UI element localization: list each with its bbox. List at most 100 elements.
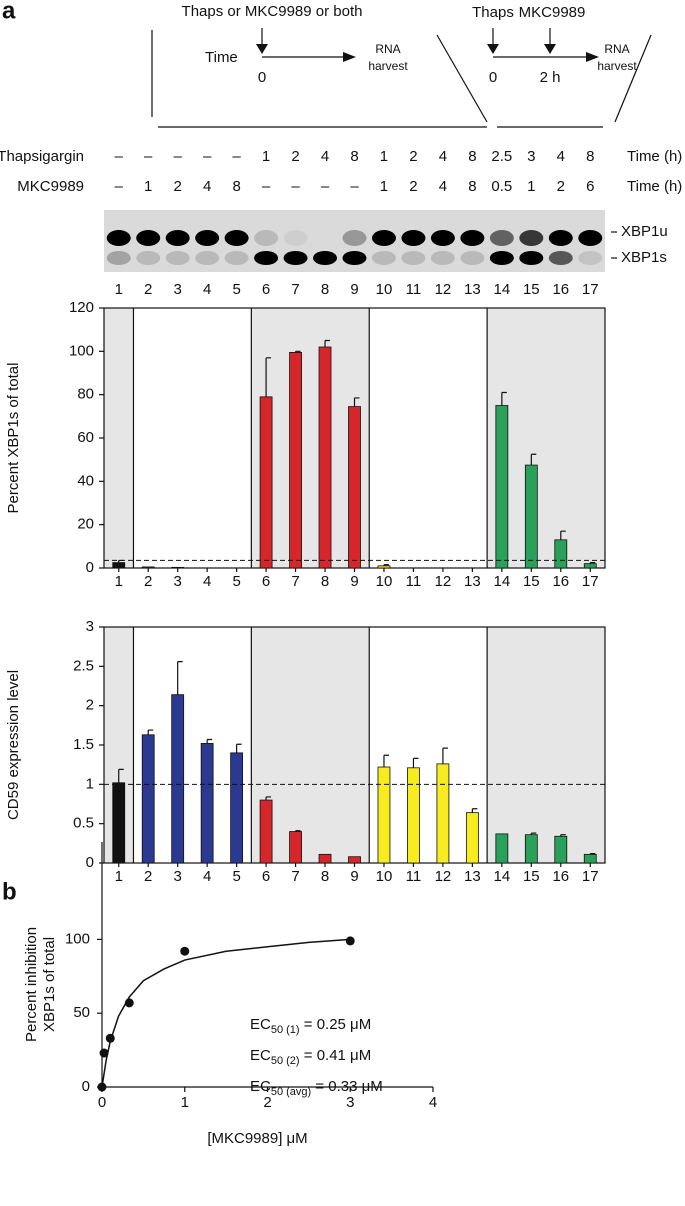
- gel-band: [460, 230, 485, 246]
- timeline-label: RNA: [375, 42, 400, 56]
- cell: 1: [527, 178, 535, 195]
- row-label: MKC9989: [17, 178, 84, 195]
- cell: 2: [174, 178, 182, 195]
- bar: [318, 853, 332, 864]
- error-bar: [442, 747, 448, 764]
- lane-number: 3: [174, 281, 182, 298]
- cell: 1: [380, 148, 388, 165]
- timeline-label: RNA: [604, 42, 629, 56]
- cell: 4: [439, 178, 447, 195]
- cell: –: [262, 178, 271, 195]
- x-tick-label: 13: [464, 573, 481, 590]
- error-bar: [294, 830, 301, 832]
- y-axis-label: XBP1s of total: [41, 937, 58, 1032]
- error-bar: [294, 350, 301, 353]
- cell: 8: [350, 148, 358, 165]
- fit-curve: [101, 938, 351, 1088]
- lane-number: 10: [376, 281, 393, 298]
- cell: –: [321, 178, 330, 195]
- lane-number: 7: [291, 281, 299, 298]
- y-axis-label: Percent inhibition: [23, 927, 40, 1042]
- bar: [465, 812, 479, 864]
- annotation: EC50 (avg) = 0.33 μM: [250, 1078, 383, 1098]
- point: [97, 1082, 107, 1092]
- error-bar: [589, 852, 596, 855]
- gel-band: [371, 251, 396, 265]
- y-tick-label: 20: [77, 516, 94, 533]
- gel-band: [519, 251, 544, 265]
- y-tick-label: 80: [77, 386, 94, 403]
- arrow-head: [256, 44, 268, 54]
- y-tick-label: 0.5: [73, 815, 94, 832]
- gel-band: [578, 230, 603, 246]
- y-tick-label: 100: [69, 342, 94, 359]
- bar: [289, 352, 302, 569]
- bar: [407, 767, 420, 864]
- panel-label: b: [2, 878, 17, 905]
- bar: [141, 566, 155, 569]
- x-tick-label: 11: [406, 868, 422, 885]
- annotation-text: = 0.33 μM: [311, 1078, 383, 1095]
- bar: [259, 396, 273, 569]
- unit-label: Time (h): [627, 148, 682, 165]
- y-tick-label: 1: [86, 775, 94, 792]
- error-bar: [206, 738, 213, 744]
- timeline-label: 0: [489, 69, 497, 86]
- arrow-head: [586, 52, 599, 62]
- x-tick-label: 4: [429, 1094, 437, 1111]
- timeline-title: Thaps or MKC9989 or both: [182, 3, 363, 20]
- gel-band: [106, 230, 131, 246]
- gel-band: [224, 230, 249, 246]
- cell: 6: [586, 178, 594, 195]
- cell: –: [232, 148, 241, 165]
- gel-band: [430, 251, 455, 265]
- x-tick-label: 11: [406, 573, 422, 590]
- lane-number: 14: [494, 281, 511, 298]
- group-shade: [104, 308, 134, 568]
- cell: –: [350, 178, 359, 195]
- gel-band: [136, 230, 161, 246]
- x-tick-label: 14: [494, 573, 511, 590]
- error-bar: [383, 754, 389, 768]
- gel-band: [430, 230, 455, 246]
- y-tick-label: 120: [69, 299, 94, 316]
- x-tick-label: 1: [115, 573, 123, 590]
- annotation-text: EC: [250, 1078, 271, 1095]
- error-bar: [560, 834, 566, 837]
- x-tick-label: 14: [494, 868, 511, 885]
- timeline-label: Time: [205, 49, 238, 66]
- bar: [554, 835, 568, 864]
- bar: [377, 565, 391, 569]
- cell: 1: [144, 178, 152, 195]
- y-tick-label: 2: [86, 697, 94, 714]
- lane-number: 17: [582, 281, 599, 298]
- error-bar: [324, 339, 331, 347]
- x-tick-label: 0: [98, 1094, 106, 1111]
- cell: 4: [321, 148, 329, 165]
- x-tick-label: 6: [262, 573, 270, 590]
- band-label: XBP1u: [621, 223, 668, 240]
- gel-band: [254, 230, 279, 246]
- x-tick-label: 1: [115, 868, 123, 885]
- bar: [524, 464, 538, 569]
- cell: 1: [380, 178, 388, 195]
- bar: [554, 539, 568, 569]
- cell: 8: [232, 178, 240, 195]
- lane-number: 12: [435, 281, 452, 298]
- gel-band: [195, 251, 220, 265]
- gel-band: [548, 230, 573, 246]
- x-tick-label: 4: [203, 573, 211, 590]
- x-tick-label: 4: [203, 868, 211, 885]
- error-bar: [236, 743, 242, 753]
- x-tick-label: 5: [232, 868, 240, 885]
- cell: 0.5: [491, 178, 512, 195]
- cell: 4: [439, 148, 447, 165]
- error-bar: [265, 796, 272, 801]
- gel-band: [342, 251, 367, 265]
- point: [105, 1033, 115, 1043]
- bar: [171, 694, 185, 864]
- panel-label: a: [2, 0, 16, 24]
- gel-band: [489, 230, 514, 246]
- bar: [171, 566, 185, 569]
